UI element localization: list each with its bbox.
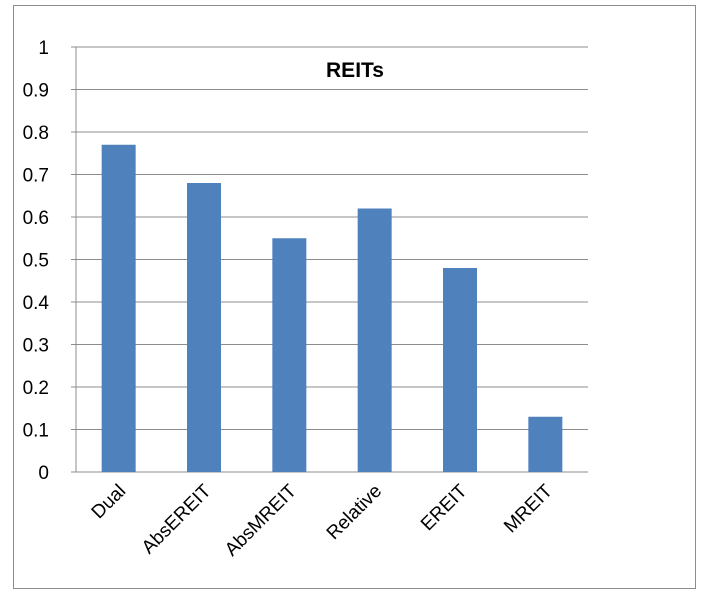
bar-dual	[101, 144, 136, 472]
y-tick-label: 1	[38, 38, 49, 59]
y-tick-labels: 0 0.1 0.2 0.3 0.4 0.5 0.6 0.7 0.8 0.9 1	[23, 38, 50, 484]
gridlines	[71, 46, 588, 473]
y-tick-label: 0.1	[23, 421, 49, 442]
bar-mreit	[528, 416, 563, 472]
x-category-label: Relative	[323, 481, 386, 544]
y-tick-label: 0.5	[23, 251, 49, 272]
y-tick-label: 0.7	[23, 166, 49, 187]
y-tick-label: 0.2	[23, 378, 49, 399]
y-tick-label: 0.9	[23, 81, 49, 102]
x-category-label: Dual	[88, 481, 130, 523]
y-tick-label: 0.3	[23, 336, 49, 357]
y-tick-label: 0.4	[23, 293, 50, 314]
y-tick-label: 0.6	[23, 208, 49, 229]
chart-title: REITs	[326, 59, 384, 82]
x-category-label: AbsEREIT	[138, 480, 216, 558]
x-category-label: EREIT	[417, 480, 472, 535]
y-tick-label: 0.8	[23, 123, 49, 144]
x-category-label: MREIT	[500, 480, 557, 537]
bar-absmreit	[272, 238, 307, 472]
y-tick-label: 0	[38, 463, 49, 484]
bar-relative	[357, 208, 392, 472]
x-category-label: AbsMREIT	[221, 480, 301, 560]
bar-ereit	[443, 268, 477, 472]
bars	[101, 144, 563, 472]
bar-absereit	[187, 183, 221, 472]
x-category-labels: Dual AbsEREIT AbsMREIT Relative EREIT MREIT	[88, 480, 557, 560]
